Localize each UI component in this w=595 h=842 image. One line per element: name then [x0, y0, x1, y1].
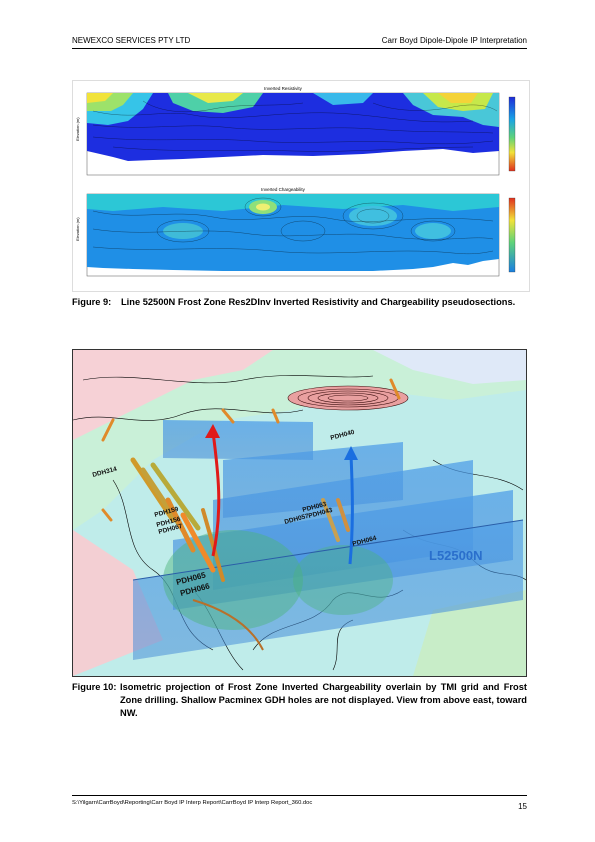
line-label: L52500N [429, 548, 482, 563]
chargeability-blocks [132, 420, 524, 660]
figure-10-isometric-view: PDH065 PDH066 PDH064 PDH063 PDH043 PDH04… [72, 349, 527, 677]
figure-9-pseudosections: Inverted Resistivity Elevation (m) [72, 80, 530, 292]
trend-arrows [205, 424, 358, 565]
chargeability-axis-label: Elevation (m) [75, 217, 80, 241]
figure-9-number: Figure 9: [72, 297, 112, 307]
chargeability-title: Inverted Chargeability [261, 187, 306, 192]
page-number: 15 [518, 802, 527, 811]
resistivity-title: Inverted Resistivity [264, 86, 303, 91]
chargeability-section: Inverted Chargeability Elevation (m) [75, 187, 516, 277]
report-title: Carr Boyd Dipole-Dipole IP Interpretatio… [381, 36, 527, 45]
figure-10-number: Figure 10: [72, 682, 117, 692]
figure-10-caption: Figure 10: Isometric projection of Frost… [72, 681, 528, 723]
figure-9-caption-text: Line 52500N Frost Zone Res2DInv Inverted… [121, 297, 516, 307]
drill-holes [101, 378, 401, 582]
figure-9-caption: Figure 9: Line 52500N Frost Zone Res2DIn… [72, 296, 528, 324]
document-path: S:\Yilgarn\CarrBoyd\Reporting\Carr Boyd … [72, 800, 313, 806]
figure-10-caption-text: Isometric projection of Frost Zone Inver… [120, 682, 527, 718]
resistivity-section: Inverted Resistivity Elevation (m) [75, 86, 516, 176]
resistivity-axis-label: Elevation (m) [75, 117, 80, 141]
company-name: NEWEXCO SERVICES PTY LTD [72, 36, 191, 45]
page-footer: S:\Yilgarn\CarrBoyd\Reporting\Carr Boyd … [72, 795, 527, 811]
page-header: NEWEXCO SERVICES PTY LTD Carr Boyd Dipol… [72, 36, 527, 49]
